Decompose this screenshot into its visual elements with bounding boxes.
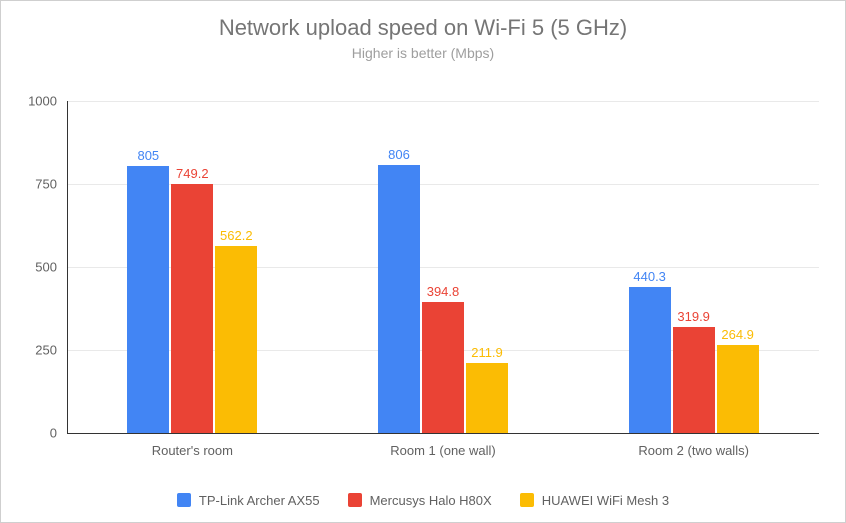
bar-value-label: 440.3 (633, 269, 666, 284)
bar (673, 327, 715, 433)
legend-label: HUAWEI WiFi Mesh 3 (542, 493, 669, 508)
bar-value-label: 806 (388, 147, 410, 162)
x-tick-label: Router's room (152, 443, 233, 458)
chart-frame: Network upload speed on Wi-Fi 5 (5 GHz) … (0, 0, 846, 523)
bar (171, 184, 213, 433)
bar (378, 165, 420, 433)
chart-subtitle: Higher is better (Mbps) (1, 45, 845, 61)
bar-value-label: 562.2 (220, 228, 253, 243)
y-tick-label: 0 (50, 426, 57, 441)
y-tick-label: 1000 (28, 94, 57, 109)
legend-swatch (177, 493, 191, 507)
legend-label: TP-Link Archer AX55 (199, 493, 320, 508)
bar (629, 287, 671, 433)
legend-swatch (520, 493, 534, 507)
bar-value-label: 394.8 (427, 284, 460, 299)
legend-item: HUAWEI WiFi Mesh 3 (520, 493, 669, 508)
bar-value-label: 319.9 (677, 309, 710, 324)
plot-area: 02505007501000Router's room805749.2562.2… (67, 101, 819, 433)
bar (127, 166, 169, 433)
bar-value-label: 805 (137, 148, 159, 163)
bar-value-label: 264.9 (721, 327, 754, 342)
gridline (67, 101, 819, 102)
legend: TP-Link Archer AX55 Mercusys Halo H80X HUA… (1, 493, 845, 511)
y-tick-label: 500 (35, 260, 57, 275)
x-tick-label: Room 1 (one wall) (390, 443, 496, 458)
chart-title: Network upload speed on Wi-Fi 5 (5 GHz) (1, 15, 845, 41)
y-tick-label: 750 (35, 177, 57, 192)
bar (717, 345, 759, 433)
bar (422, 302, 464, 433)
bar (466, 363, 508, 433)
legend-item: Mercusys Halo H80X (348, 493, 492, 508)
bar-value-label: 749.2 (176, 166, 209, 181)
x-tick-label: Room 2 (two walls) (638, 443, 749, 458)
legend-label: Mercusys Halo H80X (370, 493, 492, 508)
x-axis (67, 433, 819, 434)
y-tick-label: 250 (35, 343, 57, 358)
bar (215, 246, 257, 433)
y-axis (67, 101, 68, 433)
legend-swatch (348, 493, 362, 507)
bar-value-label: 211.9 (471, 345, 503, 360)
legend-item: TP-Link Archer AX55 (177, 493, 320, 508)
